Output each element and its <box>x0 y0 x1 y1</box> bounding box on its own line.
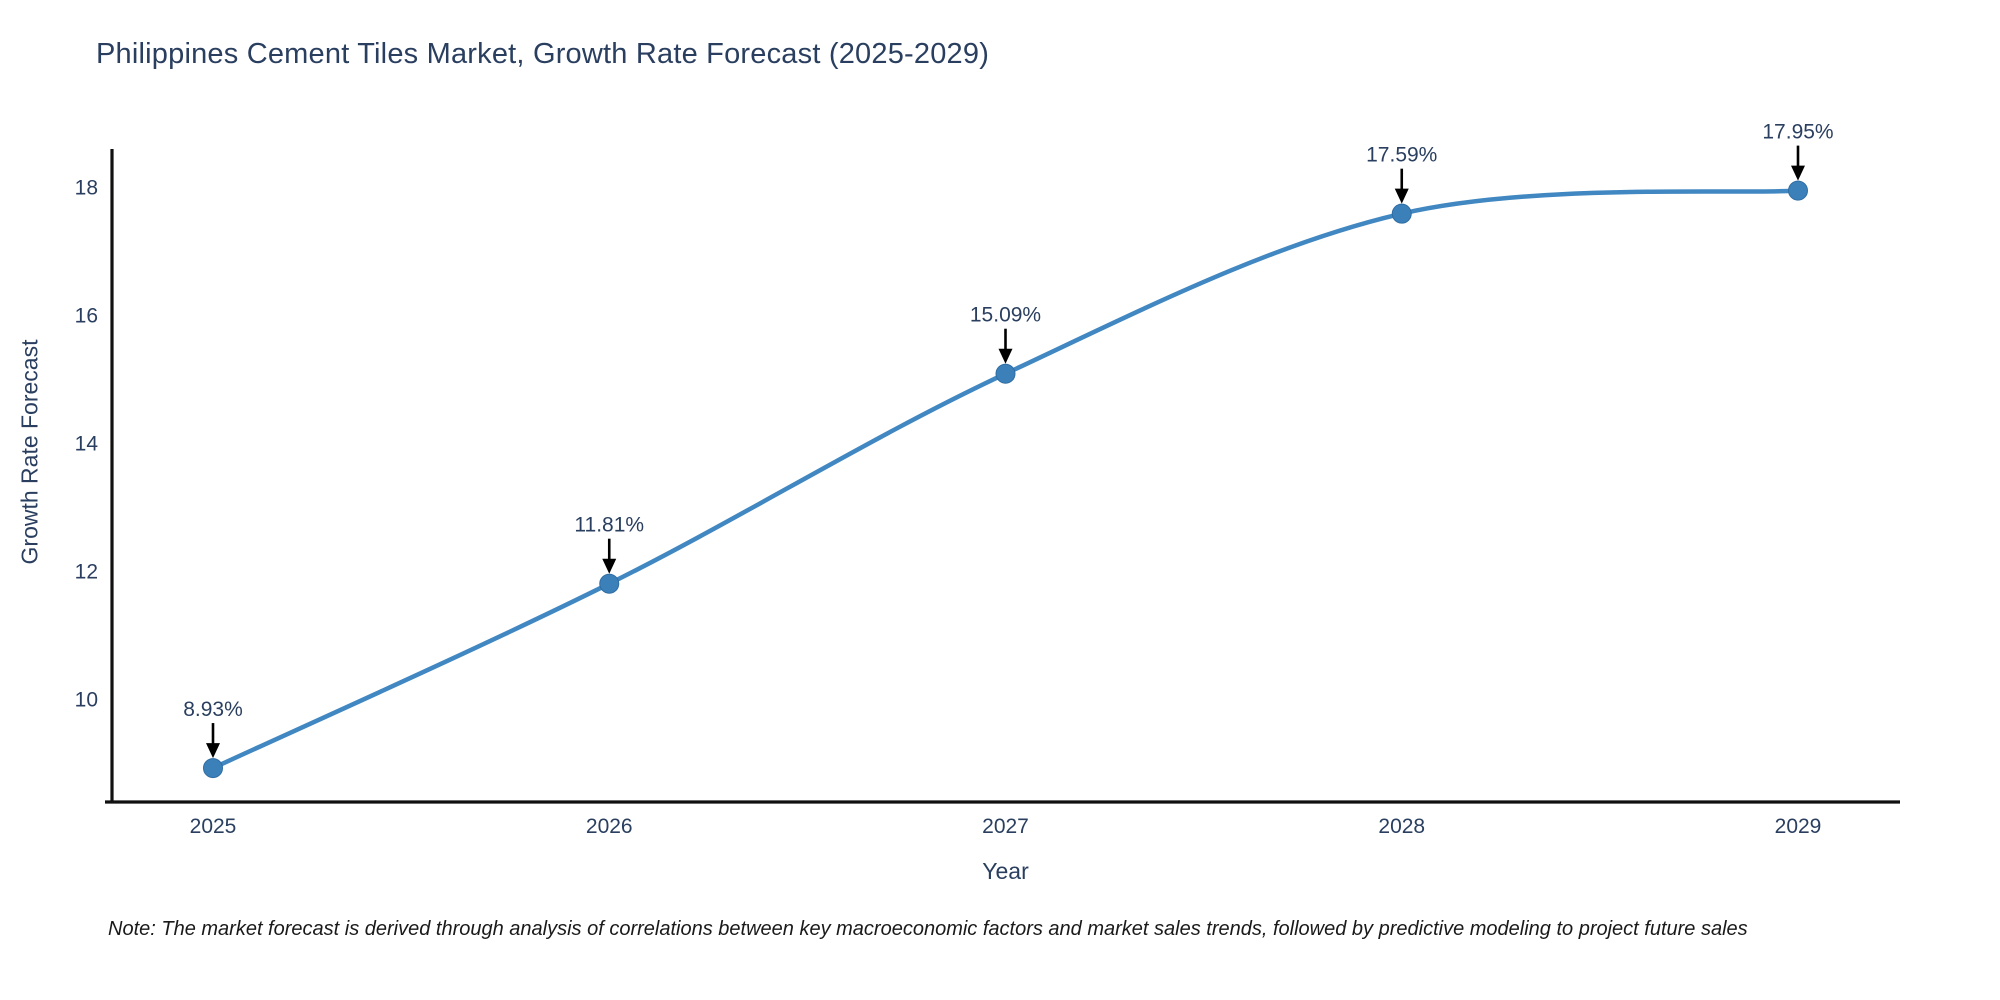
x-tick-label: 2025 <box>190 815 237 838</box>
axis-lines <box>105 149 1900 804</box>
data-point[interactable] <box>995 363 1016 384</box>
annotation-arrowhead <box>206 743 220 759</box>
y-tick-label: 14 <box>75 432 99 455</box>
chart-title: Philippines Cement Tiles Market, Growth … <box>96 38 990 70</box>
y-tick-label: 16 <box>75 304 98 327</box>
annotation-arrowhead <box>602 558 617 574</box>
x-tick-label: 2028 <box>1378 815 1425 838</box>
x-tick-label: 2027 <box>982 815 1029 838</box>
data-label: 17.59% <box>1366 144 1437 167</box>
data-point[interactable] <box>599 573 620 594</box>
data-label: 17.95% <box>1762 121 1833 144</box>
data-point[interactable] <box>1391 203 1412 224</box>
x-axis-title: Year <box>982 858 1029 884</box>
annotation-arrowhead <box>1394 188 1409 204</box>
y-tick-label: 10 <box>75 689 98 712</box>
data-label: 11.81% <box>574 514 644 537</box>
x-tick-label: 2029 <box>1775 815 1822 838</box>
footnote: Note: The market forecast is derived thr… <box>108 918 1748 940</box>
line-series <box>210 188 1801 771</box>
y-tick-label: 12 <box>75 561 98 584</box>
x-tick-label: 2026 <box>586 815 633 838</box>
data-point[interactable] <box>1788 180 1808 201</box>
data-label: 8.93% <box>183 698 243 721</box>
data-label: 15.09% <box>970 304 1041 327</box>
annotation-arrowhead <box>998 348 1013 364</box>
y-tick-label: 18 <box>75 176 98 199</box>
data-point[interactable] <box>203 758 223 779</box>
annotation-arrowhead <box>1791 165 1805 181</box>
